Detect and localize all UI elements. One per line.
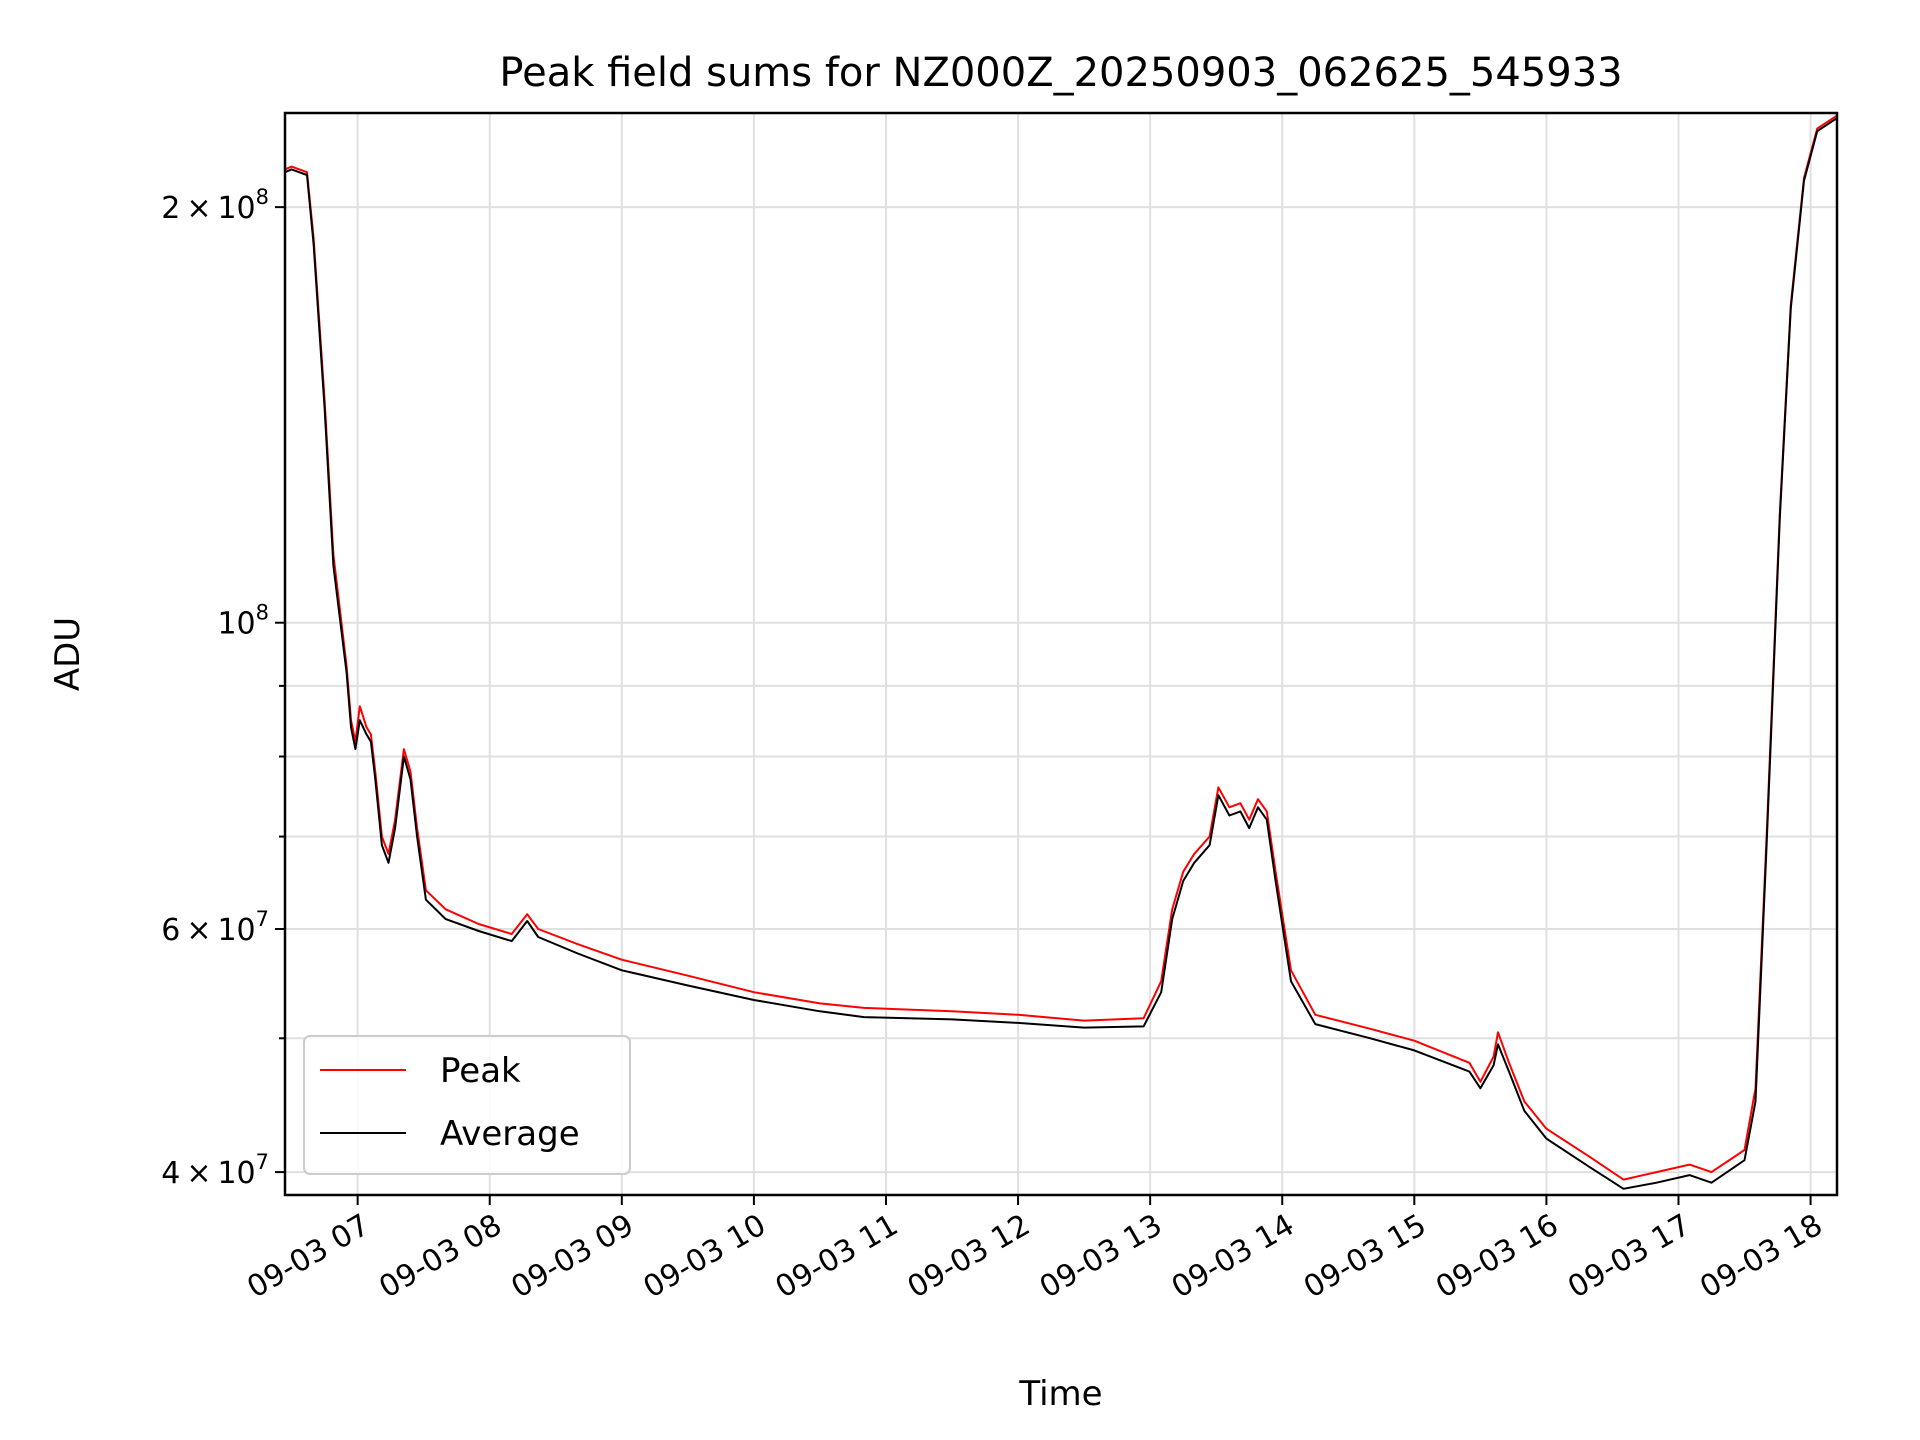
chart-title: Peak field sums for NZ000Z_20250903_0626… (499, 50, 1622, 96)
y-axis-label: ADU (48, 617, 88, 691)
series-line-average (284, 117, 1838, 1190)
grid (285, 113, 1837, 1195)
y-tick-label: 108 (217, 601, 269, 642)
series-layer (284, 114, 1838, 1190)
legend: Peak Average (303, 1035, 631, 1175)
legend-label-average: Average (440, 1114, 580, 1154)
legend-label-peak: Peak (440, 1051, 521, 1091)
x-axis-label: Time (1018, 1374, 1102, 1414)
y-tick-label: 4 × 107 (161, 1150, 269, 1191)
y-axis: 4 × 107 6 × 107 108 2 × 108 (161, 185, 285, 1191)
y-tick-label: 6 × 107 (161, 907, 269, 948)
y-tick-label: 2 × 108 (161, 185, 269, 226)
plot-frame (283, 111, 1839, 1197)
